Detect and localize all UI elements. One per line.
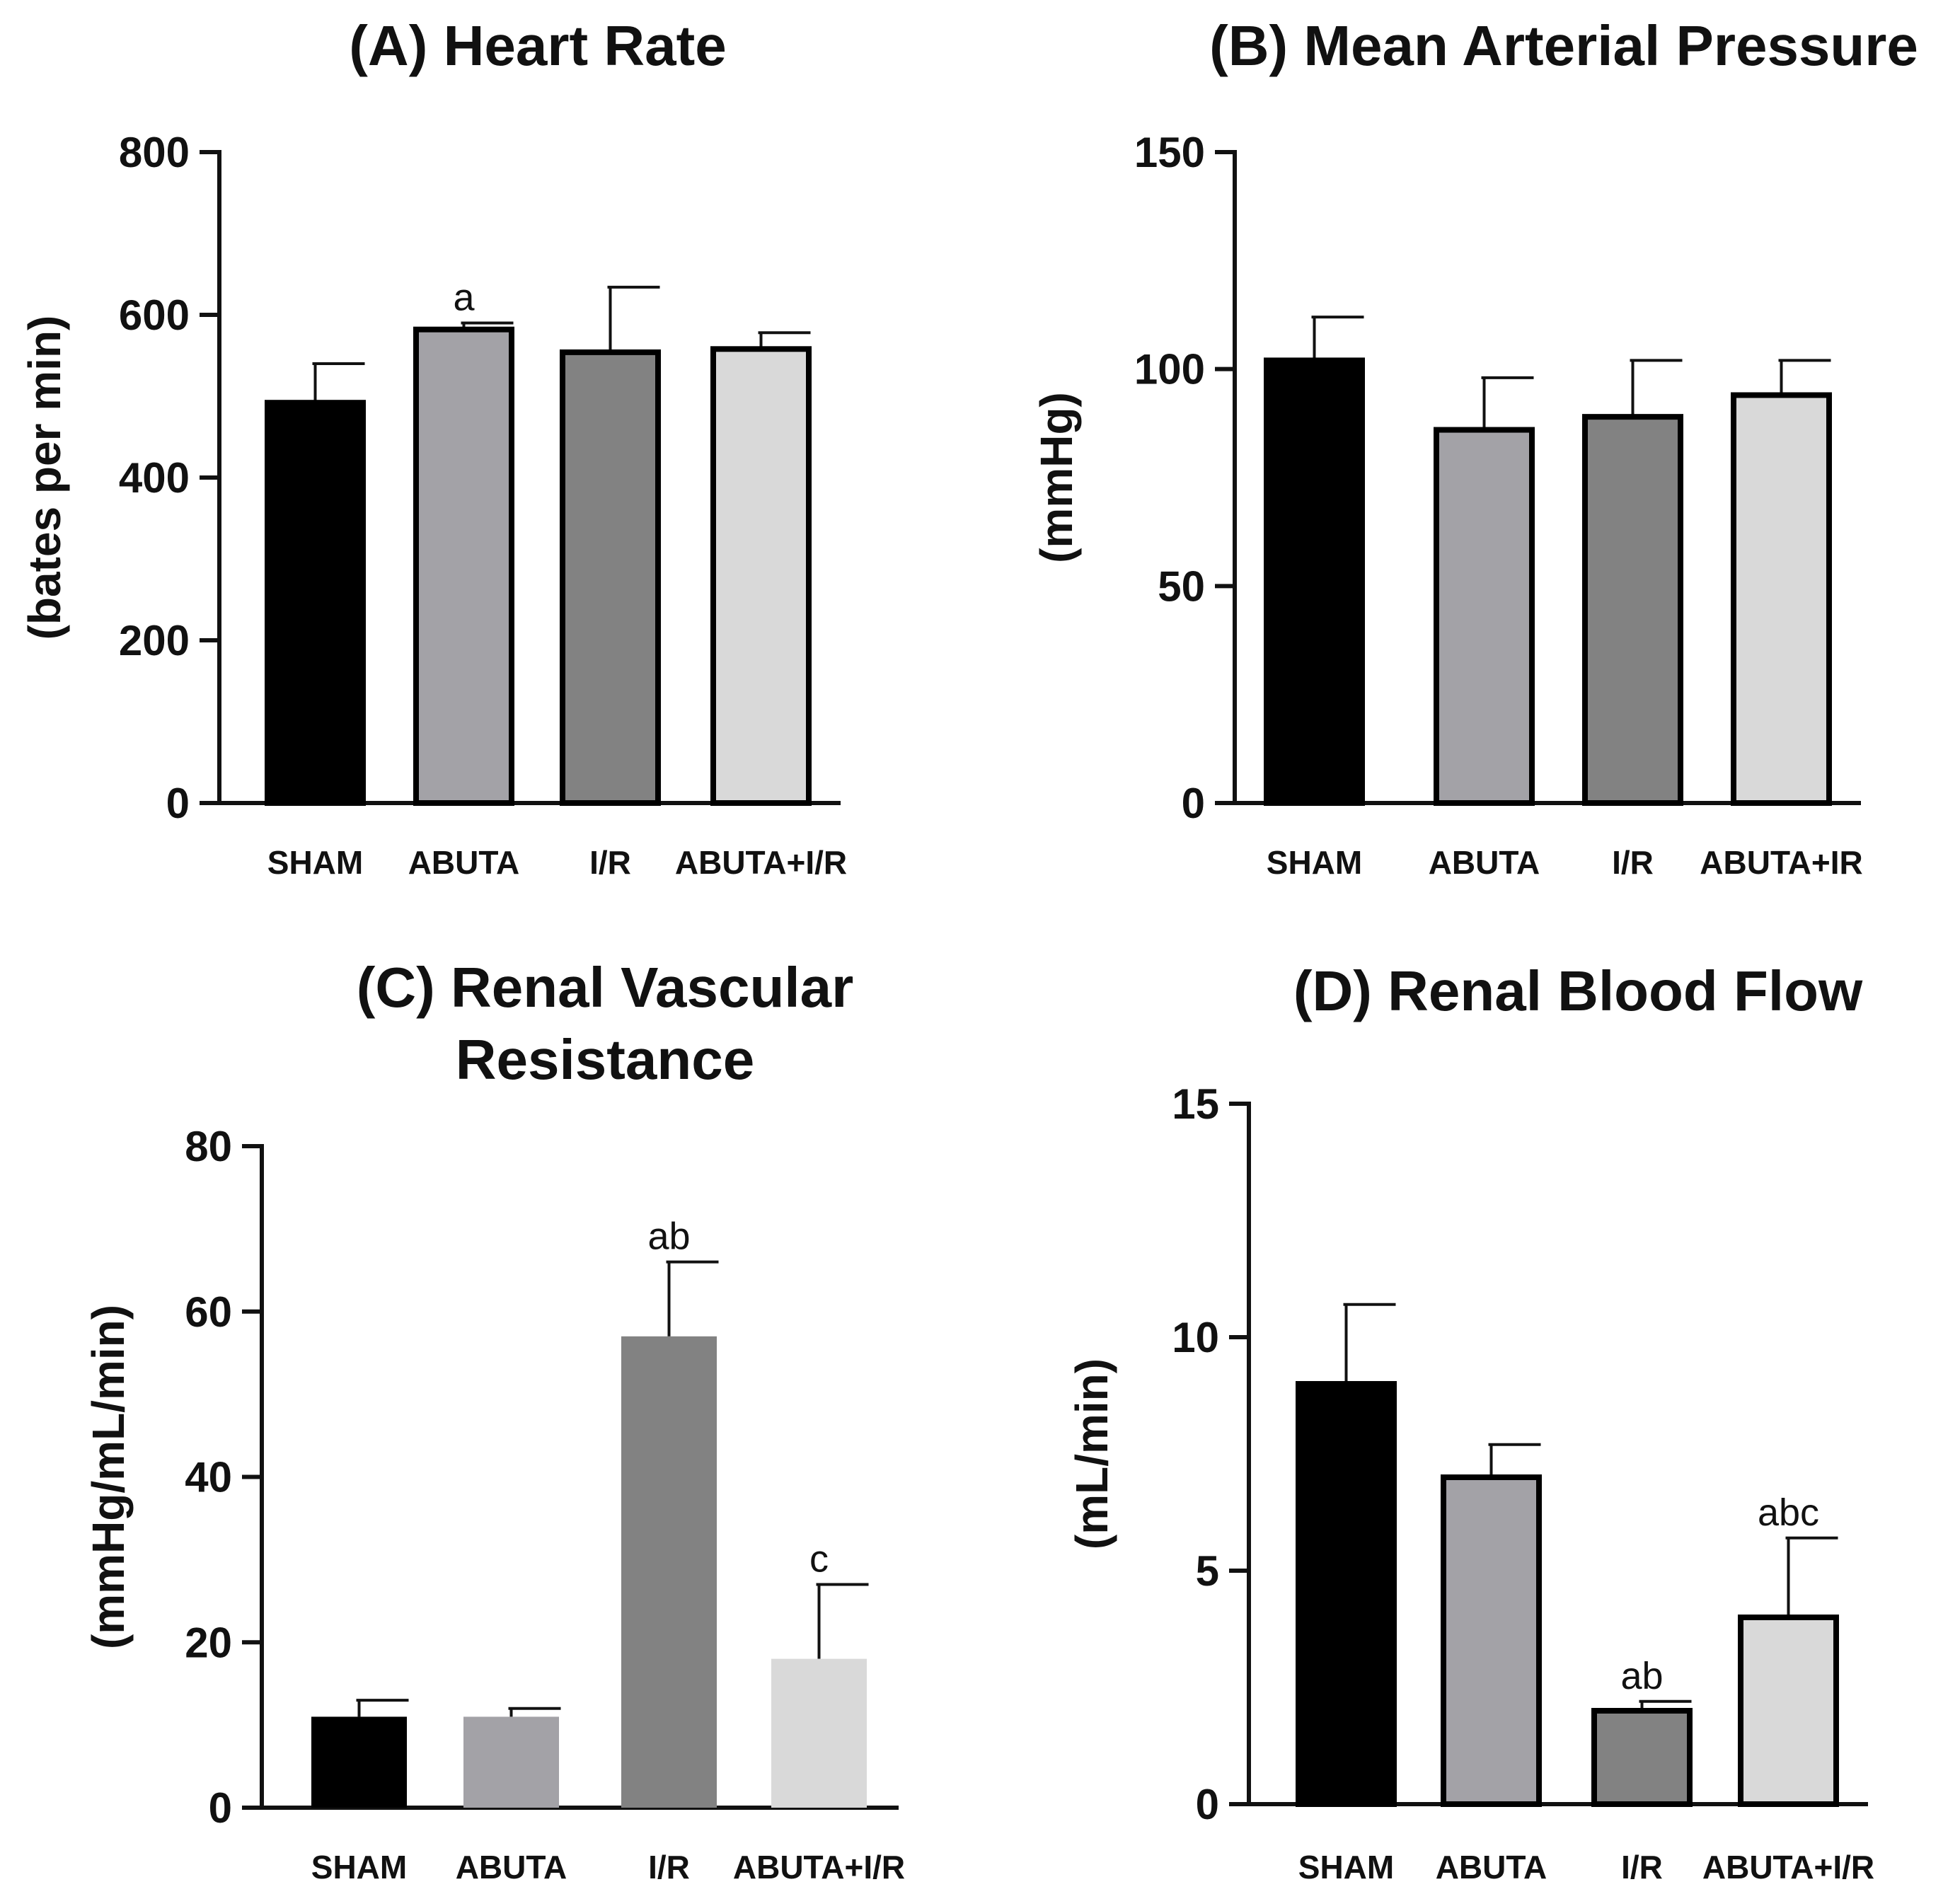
bar-i-r	[560, 349, 661, 806]
y-tick-label: 100	[1134, 346, 1205, 393]
y-tick-label: 800	[119, 129, 190, 176]
chart-title: (A) Heart Rate	[349, 14, 726, 77]
y-tick-label: 200	[119, 617, 190, 664]
x-tick-label: ABUTA+IR	[1700, 844, 1862, 881]
x-tick-label: I/R	[1612, 844, 1654, 881]
x-tick-label: ABUTA	[408, 844, 520, 881]
bar-abuta	[1441, 1474, 1542, 1807]
x-tick-label: I/R	[589, 844, 631, 881]
bar-abuta	[1434, 427, 1535, 806]
chart-panel-d: (D) Renal Blood Flow (mL/min) 0 5 10 15 SHAM AB…	[1066, 959, 1874, 1886]
y-axis-label: (mmHg/mL/min)	[83, 1305, 134, 1649]
bar-i-r	[1582, 414, 1683, 806]
y-tick-label: 5	[1196, 1547, 1219, 1595]
bar-sham	[1264, 357, 1365, 806]
y-tick-label: 150	[1134, 129, 1205, 176]
y-tick-label: 400	[119, 454, 190, 502]
bar-abuta	[413, 326, 514, 806]
y-tick-label: 50	[1158, 562, 1205, 610]
y-tick-label: 0	[1196, 1781, 1219, 1828]
y-tick-label: 600	[119, 291, 190, 339]
significance-label: c	[809, 1537, 829, 1580]
y-tick-label: 0	[209, 1784, 232, 1832]
x-tick-label: SHAM	[1267, 844, 1362, 881]
y-tick-label: 0	[1182, 780, 1205, 827]
x-tick-label: SHAM	[1298, 1849, 1394, 1886]
y-tick-label: 0	[166, 780, 190, 827]
y-axis-label: (bates per min)	[19, 316, 70, 640]
bar-abuta	[463, 1716, 559, 1808]
chart-title: Resistance	[456, 1028, 754, 1091]
x-tick-label: SHAM	[267, 844, 363, 881]
x-tick-label: ABUTA+I/R	[1702, 1849, 1874, 1886]
bar-abuta-i-r	[710, 346, 812, 806]
x-tick-label: ABUTA+I/R	[733, 1849, 905, 1886]
y-tick-label: 10	[1172, 1314, 1219, 1361]
bar-sham	[311, 1716, 407, 1808]
x-tick-label: ABUTA	[1429, 844, 1540, 881]
y-tick-label: 15	[1172, 1080, 1219, 1128]
significance-label: ab	[647, 1215, 690, 1258]
x-tick-label: ABUTA+I/R	[675, 844, 847, 881]
bar-abuta-i-r	[1738, 1615, 1839, 1807]
bar-i-r	[1591, 1708, 1693, 1807]
x-tick-label: ABUTA	[456, 1849, 567, 1886]
chart-title: (B) Mean Arterial Pressure	[1209, 14, 1918, 77]
bar-abuta-ir	[1731, 392, 1832, 806]
x-tick-label: I/R	[648, 1849, 690, 1886]
bar-sham	[1296, 1381, 1397, 1807]
significance-label: abc	[1758, 1491, 1819, 1534]
bar-i-r	[621, 1336, 717, 1808]
significance-label: a	[453, 277, 475, 319]
y-tick-label: 40	[185, 1454, 232, 1501]
bar-sham	[265, 400, 366, 806]
y-tick-label: 80	[185, 1123, 232, 1170]
x-tick-label: ABUTA	[1436, 1849, 1547, 1886]
chart-title: (D) Renal Blood Flow	[1293, 959, 1863, 1022]
x-tick-label: SHAM	[311, 1849, 407, 1886]
y-axis-label: (mmHg)	[1031, 392, 1082, 563]
significance-label: ab	[1620, 1655, 1663, 1697]
chart-panel-b: (B) Mean Arterial Pressure (mmHg) 0 50 100 15…	[1031, 14, 1918, 881]
chart-panel-c: (C) Renal Vascular Resistance (mmHg/mL/min…	[83, 956, 905, 1886]
y-tick-label: 60	[185, 1288, 232, 1336]
chart-panel-a: (A) Heart Rate (bates per min) 0 200 400 600 8…	[19, 14, 847, 881]
bar-abuta-i-r	[771, 1658, 867, 1808]
y-axis-label: (mL/min)	[1066, 1358, 1117, 1549]
x-tick-label: I/R	[1621, 1849, 1663, 1886]
y-tick-label: 20	[185, 1619, 232, 1666]
chart-title: (C) Renal Vascular	[357, 956, 854, 1019]
